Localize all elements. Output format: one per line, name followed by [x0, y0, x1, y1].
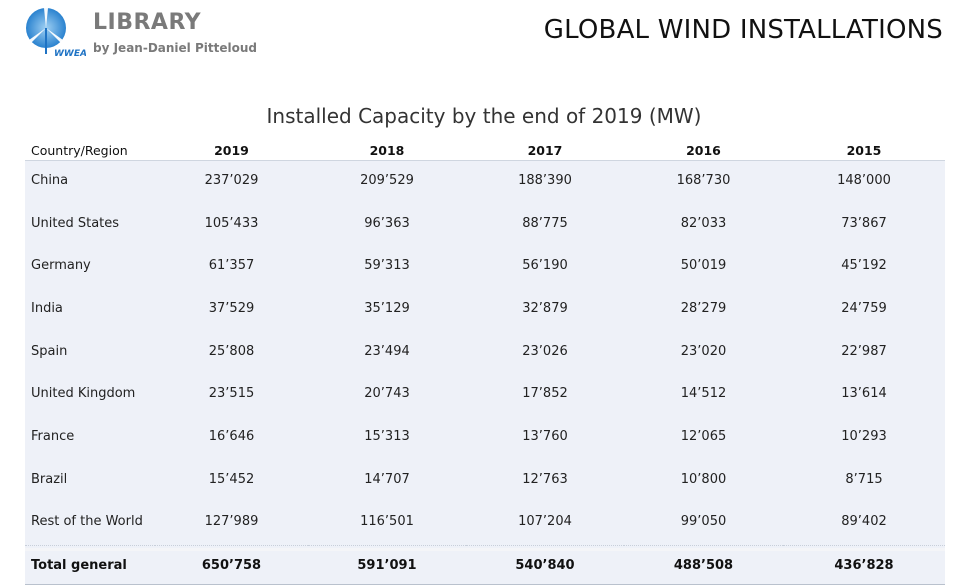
value-cell: 107’204 — [466, 502, 624, 546]
country-cell: India — [25, 289, 155, 332]
column-header-2015[interactable]: 2015 — [783, 140, 945, 161]
value-cell: 24’759 — [783, 289, 945, 332]
value-cell: 10’293 — [783, 417, 945, 460]
value-cell: 59’313 — [308, 246, 466, 290]
country-cell: China — [25, 160, 155, 204]
country-cell: Germany — [25, 246, 155, 290]
value-cell: 13’614 — [783, 374, 945, 418]
total-value-cell: 650’758 — [155, 545, 308, 585]
value-cell: 14’707 — [308, 459, 466, 503]
column-header-2019[interactable]: 2019 — [155, 140, 308, 161]
capacity-table: Country/Region 2019 2018 2017 2016 2015 … — [25, 140, 945, 585]
value-cell: 237’029 — [155, 160, 308, 204]
value-cell: 8’715 — [783, 459, 945, 503]
value-cell: 105’433 — [155, 203, 308, 247]
logo-subtitle: by Jean-Daniel Pitteloud — [93, 41, 257, 55]
value-cell: 14’512 — [624, 374, 783, 418]
total-value-cell: 436’828 — [783, 545, 945, 585]
column-header-2017[interactable]: 2017 — [466, 140, 624, 161]
value-cell: 88’775 — [466, 203, 624, 247]
value-cell: 82’033 — [624, 203, 783, 247]
table-row: Rest of the World 127’989 116’501 107’204 99… — [25, 502, 945, 546]
value-cell: 12’065 — [624, 417, 783, 460]
value-cell: 99’050 — [624, 502, 783, 546]
country-cell: France — [25, 417, 155, 460]
value-cell: 12’763 — [466, 459, 624, 503]
value-cell: 10’800 — [624, 459, 783, 503]
table-row: France 16’646 15’313 13’760 12’065 10’293 — [25, 417, 945, 460]
value-cell: 16’646 — [155, 417, 308, 460]
country-cell: United Kingdom — [25, 374, 155, 418]
column-header-2016[interactable]: 2016 — [624, 140, 783, 161]
value-cell: 23’026 — [466, 331, 624, 375]
logo-title: LIBRARY — [93, 10, 202, 35]
value-cell: 37’529 — [155, 289, 308, 332]
logo-badge: WWEA — [54, 49, 86, 59]
total-value-cell: 488’508 — [624, 545, 783, 585]
total-row: Total general 650’758 591’091 540’840 488’50… — [25, 545, 945, 585]
value-cell: 73’867 — [783, 203, 945, 247]
value-cell: 17’852 — [466, 374, 624, 418]
value-cell: 45’192 — [783, 246, 945, 290]
table-header-row: Country/Region 2019 2018 2017 2016 2015 — [25, 140, 945, 161]
header: WWEA LIBRARY by Jean-Daniel Pitteloud GL… — [0, 0, 975, 70]
value-cell: 96’363 — [308, 203, 466, 247]
value-cell: 20’743 — [308, 374, 466, 418]
value-cell: 23’515 — [155, 374, 308, 418]
wwea-logo: WWEA — [24, 4, 87, 60]
value-cell: 35’129 — [308, 289, 466, 332]
value-cell: 188’390 — [466, 160, 624, 204]
country-cell: Brazil — [25, 459, 155, 503]
value-cell: 56’190 — [466, 246, 624, 290]
value-cell: 28’279 — [624, 289, 783, 332]
value-cell: 22’987 — [783, 331, 945, 375]
value-cell: 127’989 — [155, 502, 308, 546]
value-cell: 209’529 — [308, 160, 466, 204]
value-cell: 148’000 — [783, 160, 945, 204]
value-cell: 61’357 — [155, 246, 308, 290]
table-shadow — [25, 548, 945, 551]
value-cell: 15’313 — [308, 417, 466, 460]
column-header-2018[interactable]: 2018 — [308, 140, 466, 161]
value-cell: 168’730 — [624, 160, 783, 204]
country-cell: Rest of the World — [25, 502, 155, 546]
capacity-table-container: Country/Region 2019 2018 2017 2016 2015 … — [25, 140, 945, 585]
page-title: GLOBAL WIND INSTALLATIONS — [543, 15, 943, 45]
table-row: India 37’529 35’129 32’879 28’279 24’759 — [25, 289, 945, 332]
value-cell: 25’808 — [155, 331, 308, 375]
value-cell: 23’494 — [308, 331, 466, 375]
table-title: Installed Capacity by the end of 2019 (M… — [266, 104, 702, 128]
table-row: Brazil 15’452 14’707 12’763 10’800 8’715 — [25, 459, 945, 503]
table-row: Spain 25’808 23’494 23’026 23’020 22’987 — [25, 331, 945, 375]
table-row: United Kingdom 23’515 20’743 17’852 14’512 13… — [25, 374, 945, 418]
value-cell: 50’019 — [624, 246, 783, 290]
value-cell: 116’501 — [308, 502, 466, 546]
total-label: Total general — [25, 545, 155, 585]
value-cell: 15’452 — [155, 459, 308, 503]
value-cell: 23’020 — [624, 331, 783, 375]
wind-turbine-icon: WWEA — [26, 8, 87, 59]
total-value-cell: 591’091 — [308, 545, 466, 585]
value-cell: 13’760 — [466, 417, 624, 460]
country-cell: United States — [25, 203, 155, 247]
value-cell: 89’402 — [783, 502, 945, 546]
country-cell: Spain — [25, 331, 155, 375]
table-body: China 237’029 209’529 188’390 168’730 148’000… — [25, 160, 945, 585]
column-header-country[interactable]: Country/Region — [25, 140, 155, 161]
table-row: United States 105’433 96’363 88’775 82’033 73… — [25, 203, 945, 247]
value-cell: 32’879 — [466, 289, 624, 332]
table-row: China 237’029 209’529 188’390 168’730 148’000 — [25, 160, 945, 204]
total-value-cell: 540’840 — [466, 545, 624, 585]
table-row: Germany 61’357 59’313 56’190 50’019 45’192 — [25, 246, 945, 290]
